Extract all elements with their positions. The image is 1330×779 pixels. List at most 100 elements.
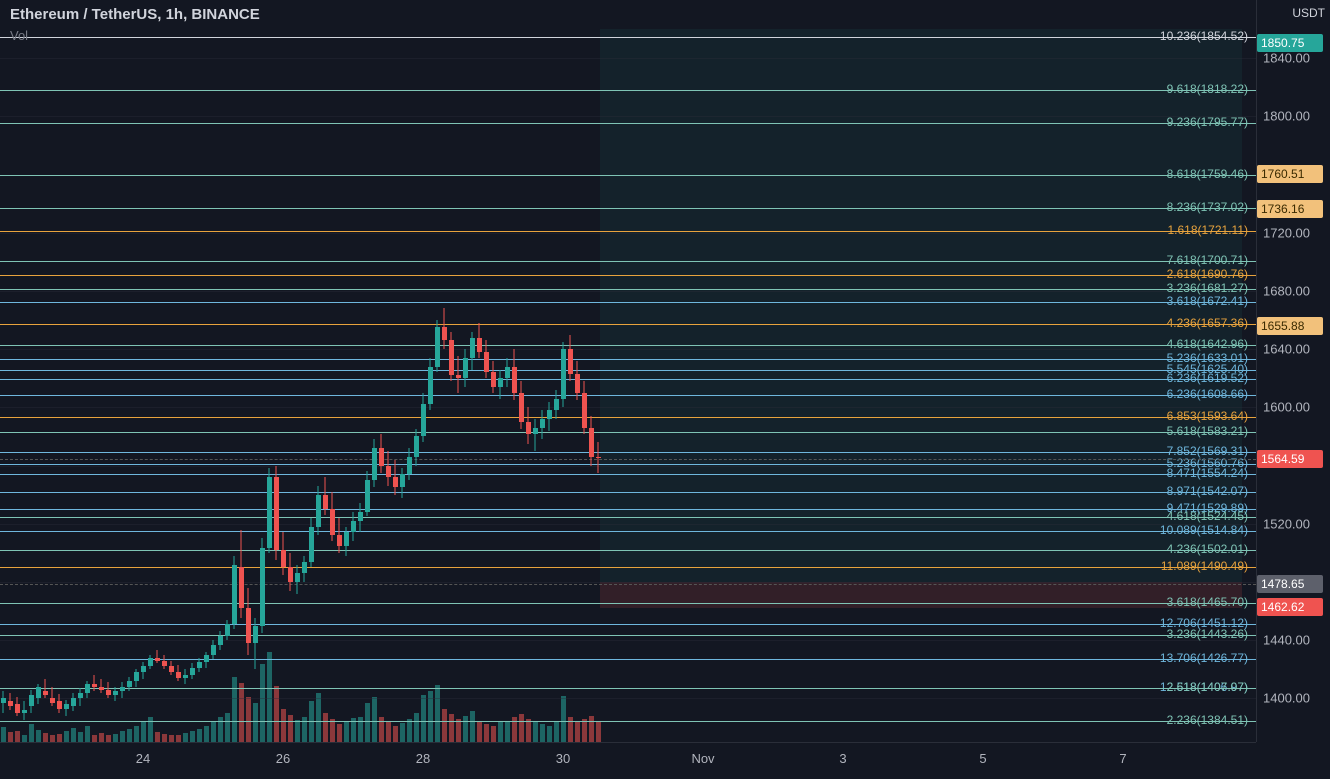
volume-bar bbox=[183, 733, 188, 742]
fib-line[interactable]: 4.236(1657.36) bbox=[0, 324, 1256, 325]
fib-line[interactable]: 1.618(1721.11) bbox=[0, 231, 1256, 232]
volume-bar bbox=[15, 731, 20, 742]
price-tick: 1440.00 bbox=[1263, 633, 1310, 648]
grid-line bbox=[0, 349, 1256, 350]
fib-line[interactable]: 10.089(1514.84) bbox=[0, 531, 1256, 532]
volume-bar bbox=[554, 722, 559, 742]
price-tick: 1840.00 bbox=[1263, 51, 1310, 66]
volume-label: Vol bbox=[10, 28, 28, 43]
fib-label: 6.236(1619.52) bbox=[1167, 371, 1248, 385]
price-axis[interactable]: USDT 1840.001800.001720.001680.001640.00… bbox=[1256, 0, 1330, 742]
volume-bar bbox=[197, 729, 202, 742]
volume-bar bbox=[78, 732, 83, 742]
volume-bar bbox=[505, 721, 510, 742]
fib-line[interactable]: 4.618(1642.96) bbox=[0, 345, 1256, 346]
volume-bar bbox=[582, 719, 587, 742]
volume-bar bbox=[274, 686, 279, 742]
fib-line[interactable]: 6.853(1593.64) bbox=[0, 417, 1256, 418]
volume-bar bbox=[316, 693, 321, 742]
fib-line[interactable]: 7.618(1700.71) bbox=[0, 261, 1256, 262]
fib-line[interactable]: 5.236(1560.76) bbox=[0, 464, 1256, 465]
volume-bar bbox=[232, 677, 237, 742]
fib-line[interactable]: 3.618(1465.70) bbox=[0, 603, 1256, 604]
fib-line[interactable]: 7.852(1569.31) bbox=[0, 452, 1256, 453]
time-axis[interactable]: 24262830Nov357 bbox=[0, 742, 1256, 779]
volume-bar bbox=[519, 714, 524, 742]
price-chart[interactable]: Ethereum / TetherUS, 1h, BINANCE Vol 10.… bbox=[0, 0, 1256, 742]
price-tick: 1800.00 bbox=[1263, 109, 1310, 124]
volume-bar bbox=[421, 695, 426, 742]
volume-bar bbox=[155, 732, 160, 742]
fib-line[interactable]: 9.471(1529.89) bbox=[0, 509, 1256, 510]
fib-line[interactable]: 2.236(1384.51) bbox=[0, 721, 1256, 722]
volume-bar bbox=[8, 732, 13, 742]
volume-bar bbox=[204, 726, 209, 742]
fib-line[interactable]: 10.236(1854.52) bbox=[0, 37, 1256, 38]
chart-zone bbox=[600, 582, 1242, 608]
fib-label: 9.236(1795.77) bbox=[1167, 115, 1248, 129]
fib-line[interactable]: 2.618(1690.76) bbox=[0, 275, 1256, 276]
fib-line[interactable]: 6.236(1608.66) bbox=[0, 395, 1256, 396]
volume-bar bbox=[323, 713, 328, 742]
fib-line[interactable]: 11.089(1490.49) bbox=[0, 567, 1256, 568]
fib-line[interactable]: 6.236(1619.52) bbox=[0, 379, 1256, 380]
fib-line[interactable]: 13.706(1426.77) bbox=[0, 659, 1256, 660]
time-tick: 3 bbox=[839, 751, 846, 766]
fib-line[interactable]: 5.618(1583.21) bbox=[0, 432, 1256, 433]
fib-line[interactable]: 3.618(1672.41) bbox=[0, 302, 1256, 303]
volume-bar bbox=[127, 729, 132, 742]
chart-zone bbox=[600, 29, 1242, 582]
fib-line[interactable]: 5.545(1625.40) bbox=[0, 370, 1256, 371]
volume-bar bbox=[547, 726, 552, 742]
fib-label: 6.853(1593.64) bbox=[1167, 409, 1248, 423]
fib-line[interactable]: 8.971(1542.07) bbox=[0, 492, 1256, 493]
price-badge: 1462.62 bbox=[1257, 598, 1323, 616]
volume-bar bbox=[456, 719, 461, 742]
volume-bar bbox=[575, 722, 580, 742]
time-tick: 24 bbox=[136, 751, 150, 766]
volume-bar bbox=[225, 713, 230, 742]
volume-bar bbox=[288, 715, 293, 742]
price-line-dashed bbox=[0, 459, 1256, 460]
fib-line[interactable]: 3.236(1443.26) bbox=[0, 635, 1256, 636]
volume-bar bbox=[113, 734, 118, 742]
volume-bar bbox=[169, 735, 174, 742]
fib-label: 3.618(1672.41) bbox=[1167, 294, 1248, 308]
volume-bar bbox=[29, 724, 34, 742]
fib-label: 2.618(1407.07) bbox=[1167, 680, 1248, 694]
volume-bar bbox=[393, 726, 398, 742]
volume-bar bbox=[211, 721, 216, 742]
grid-line bbox=[0, 582, 1256, 583]
fib-line[interactable]: 8.471(1554.24) bbox=[0, 474, 1256, 475]
fib-label: 4.236(1657.36) bbox=[1167, 316, 1248, 330]
price-badge: 1850.75 bbox=[1257, 34, 1323, 52]
volume-bar bbox=[540, 724, 545, 742]
fib-line[interactable]: 12.706(1451.12) bbox=[0, 624, 1256, 625]
fib-line[interactable]: 8.618(1759.46) bbox=[0, 175, 1256, 176]
volume-bar bbox=[477, 721, 482, 742]
fib-line[interactable]: 9.236(1795.77) bbox=[0, 123, 1256, 124]
grid-line bbox=[0, 116, 1256, 117]
fib-line[interactable]: 4.618(1524.45) bbox=[0, 517, 1256, 518]
grid-line bbox=[0, 291, 1256, 292]
price-badge: 1478.65 bbox=[1257, 575, 1323, 593]
volume-bar bbox=[22, 735, 27, 742]
volume-bar bbox=[407, 719, 412, 742]
fib-line[interactable]: 9.618(1818.22) bbox=[0, 90, 1256, 91]
price-tick: 1600.00 bbox=[1263, 400, 1310, 415]
fib-line[interactable]: 8.236(1737.02) bbox=[0, 208, 1256, 209]
fib-label: 3.236(1443.26) bbox=[1167, 627, 1248, 641]
price-badge: 1564.59 bbox=[1257, 450, 1323, 468]
time-tick: Nov bbox=[691, 751, 714, 766]
volume-bar bbox=[36, 730, 41, 742]
fib-line[interactable]: 3.236(1681.27) bbox=[0, 289, 1256, 290]
volume-bar bbox=[43, 733, 48, 742]
grid-line bbox=[0, 524, 1256, 525]
volume-bar bbox=[526, 719, 531, 742]
fib-line[interactable]: 5.236(1633.01) bbox=[0, 359, 1256, 360]
fib-line[interactable]: 2.618(1407.07) bbox=[0, 688, 1256, 689]
volume-bar bbox=[330, 719, 335, 742]
volume-bar bbox=[442, 709, 447, 742]
volume-bar bbox=[533, 722, 538, 742]
fib-line[interactable]: 4.236(1502.01) bbox=[0, 550, 1256, 551]
